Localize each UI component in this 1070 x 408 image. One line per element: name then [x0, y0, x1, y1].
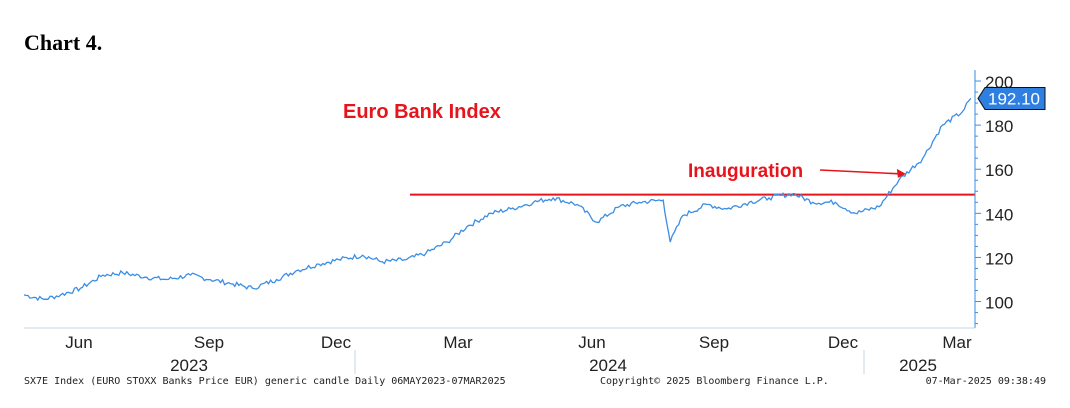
x-month-label: Mar: [942, 333, 972, 352]
x-month-label: Mar: [443, 333, 473, 352]
annotation-arrow: [819, 169, 900, 175]
chart-heading: Chart 4.: [24, 30, 103, 55]
chart-title: Euro Bank Index: [343, 101, 501, 123]
x-year-label: 2023: [170, 356, 208, 375]
last-value-label: 192.10: [988, 89, 1040, 108]
y-tick-label: 100: [985, 294, 1013, 313]
y-tick-label: 140: [985, 205, 1013, 224]
x-month-label: Dec: [321, 333, 352, 352]
y-tick-label: 160: [985, 161, 1013, 180]
x-month-label: Jun: [578, 333, 605, 352]
x-month-label: Sep: [194, 333, 224, 352]
annotation-label: Inauguration: [688, 161, 803, 182]
x-month-label: Dec: [828, 333, 859, 352]
y-tick-label: 120: [985, 249, 1013, 268]
last-value-tag: [977, 86, 1046, 110]
x-month-label: Jun: [65, 333, 92, 352]
footer-timestamp: 07-Mar-2025 09:38:49: [925, 376, 1046, 387]
series-line: [23, 97, 972, 302]
x-year-label: 2024: [589, 356, 627, 375]
annotation-arrowhead: [896, 168, 906, 178]
x-month-label: Sep: [699, 333, 729, 352]
x-year-label: 2025: [899, 356, 937, 375]
footer-source: SX7E Index (EURO STOXX Banks Price EUR) …: [24, 376, 506, 387]
y-tick-label: 180: [985, 117, 1013, 136]
footer-copyright: Copyright© 2025 Bloomberg Finance L.P.: [600, 376, 829, 387]
